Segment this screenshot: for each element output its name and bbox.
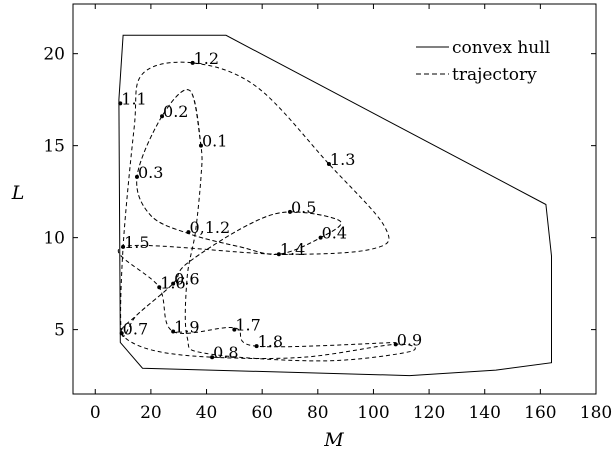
point-label: 1.1	[121, 89, 146, 108]
trajectory-point	[171, 281, 176, 286]
trajectory-point	[186, 230, 191, 235]
y-tick-label: 5	[54, 321, 65, 341]
point-label: 1.2	[194, 49, 219, 68]
trajectory-point	[190, 60, 195, 65]
trajectory-point	[121, 244, 126, 249]
point-label: 0.1	[202, 132, 227, 151]
x-tick-label: 100	[357, 403, 389, 423]
series-convex-hull	[118, 34, 552, 377]
trajectory-point	[254, 344, 259, 349]
point-label: 0.2	[163, 102, 188, 121]
point-label: 0.8	[213, 343, 238, 362]
point-label: 1.7	[235, 316, 260, 335]
point-label: 1.9	[174, 317, 199, 336]
trajectory-point	[160, 114, 165, 119]
y-tick-label: 15	[43, 137, 65, 157]
x-tick-label: 0	[90, 403, 101, 423]
point-label: 0.7	[123, 319, 148, 338]
trajectory-point	[318, 235, 323, 240]
trajectory-point	[118, 101, 123, 106]
point-label: 1.3	[330, 150, 355, 169]
point-label: 1.5	[124, 233, 149, 252]
x-tick-label: 80	[307, 403, 329, 423]
x-axis-title: M	[323, 429, 344, 451]
trajectory-point	[171, 329, 176, 334]
point-label: 1.6	[160, 273, 185, 292]
plot-frame	[72, 3, 597, 395]
x-tick-label: 20	[140, 403, 162, 423]
y-axis-title: L	[11, 182, 25, 204]
point-label: 1.8	[258, 332, 283, 351]
trajectory-point	[326, 162, 331, 167]
trajectory-point	[157, 285, 162, 290]
point-label: 0.6	[174, 270, 199, 289]
x-tick-label: 180	[580, 403, 612, 423]
point-label: 0.9	[397, 330, 422, 349]
point-label: 0.4	[322, 224, 347, 243]
trajectory-point	[210, 355, 215, 360]
trajectory-point	[119, 331, 124, 336]
legend-label-convex-hull: convex hull	[452, 38, 550, 58]
trajectory-point	[198, 143, 203, 148]
trajectory-point	[393, 342, 398, 347]
point-label: 0,1.2	[189, 218, 230, 237]
point-label: 0.3	[138, 163, 163, 182]
x-tick-label: 160	[524, 403, 556, 423]
point-label: 0.5	[291, 198, 316, 217]
x-tick-label: 40	[196, 403, 218, 423]
point-label: 1.4	[280, 240, 305, 259]
trajectory-point	[276, 252, 281, 257]
x-tick-label: 60	[251, 403, 273, 423]
y-tick-label: 10	[43, 229, 65, 249]
y-tick-label: 20	[43, 45, 65, 65]
trajectory-point	[232, 327, 237, 332]
legend-label-trajectory: trajectory	[452, 65, 537, 85]
trajectory-point	[134, 174, 139, 179]
trajectory-point	[287, 209, 292, 214]
legend: convex hull trajectory	[416, 38, 550, 85]
x-tick-label: 120	[413, 403, 445, 423]
point-labels-layer: 0.1 0.2 0.3 0.4 0.5 0.6 0.7 0.8 0.9 0,1.2 1.1 1.2 1.…	[118, 49, 422, 362]
axis-ticks: 0 20 40 60 80 100 120 140 160 180 5 10 15 20	[43, 4, 612, 423]
x-tick-label: 140	[468, 403, 500, 423]
